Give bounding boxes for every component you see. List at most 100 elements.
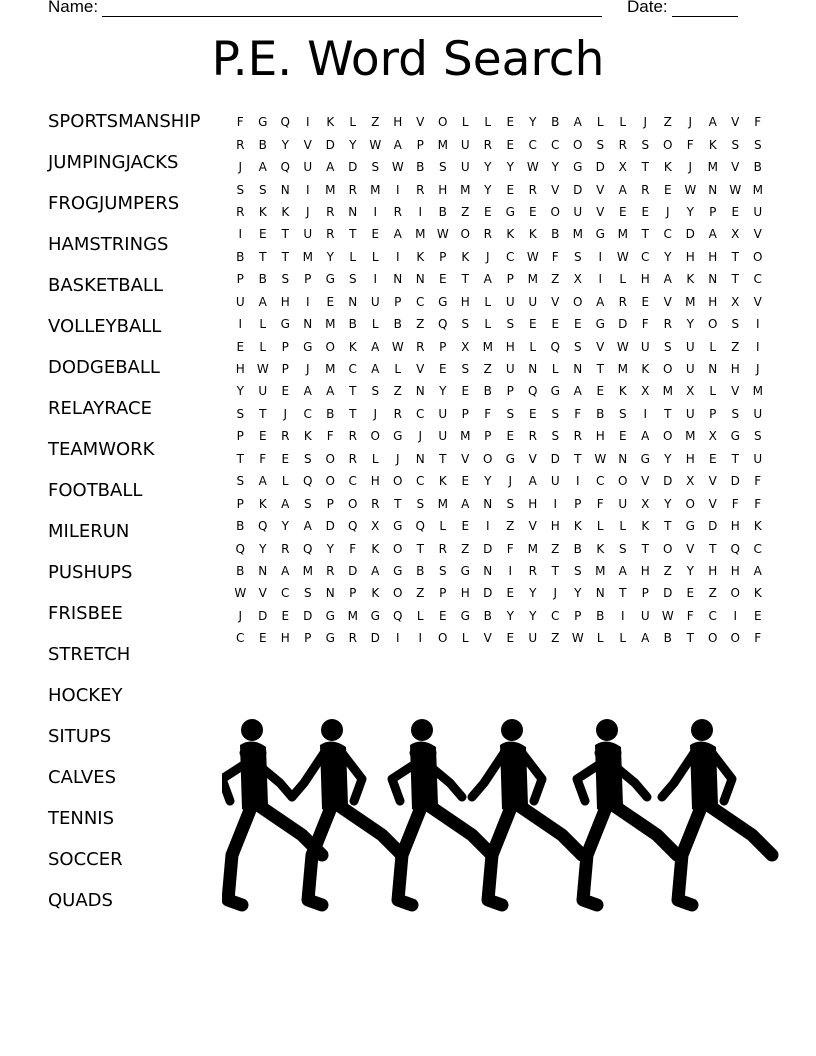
runner-figure [467, 719, 589, 912]
grid-letter: T [461, 272, 469, 287]
grid-letter: A [258, 474, 267, 489]
grid-letter: E [281, 608, 290, 623]
grid-letter: B [393, 317, 402, 332]
name-field[interactable]: Name: [48, 0, 603, 17]
grid-letter: L [259, 317, 267, 332]
grid-letter: J [508, 474, 513, 489]
grid-letter: I [553, 496, 558, 511]
grid-letter: U [370, 294, 380, 309]
grid-letter: R [393, 406, 402, 421]
grid-letter: S [371, 384, 380, 399]
grid-letter: Y [529, 115, 537, 130]
grid-letter: Z [371, 115, 380, 130]
grid-letter: X [731, 227, 740, 242]
grid-letter: Z [708, 586, 717, 601]
grid-letter: R [326, 227, 335, 242]
grid-letter: A [596, 294, 605, 309]
grid-letter: E [258, 631, 267, 646]
grid-letter: E [438, 608, 447, 623]
grid-letter: M [595, 563, 606, 578]
grid-letter: C [708, 608, 717, 623]
grid-letter: S [753, 137, 762, 152]
grid-letter: S [236, 474, 245, 489]
grid-letter: Z [393, 384, 402, 399]
grid-letter: N [573, 362, 583, 377]
grid-letter: Q [415, 519, 425, 534]
grid-letter: M [370, 182, 381, 197]
grid-letter: N [595, 586, 605, 601]
grid-letter: O [483, 451, 493, 466]
runner-figure [387, 719, 499, 912]
grid-letter: Y [686, 563, 694, 578]
grid-letter: L [371, 249, 379, 264]
word-list-item: VOLLEYBALL [48, 316, 162, 337]
word-list-item: SPORTSMANSHIP [48, 111, 201, 132]
grid-letter: O [393, 541, 403, 556]
grid-letter: S [438, 160, 447, 175]
grid-letter: J [238, 608, 243, 623]
grid-letter: P [349, 586, 357, 601]
grid-letter: L [596, 115, 604, 130]
grid-letter: D [370, 631, 380, 646]
grid-letter: F [686, 137, 694, 152]
grid-letter: I [508, 563, 513, 578]
grid-letter: H [550, 519, 560, 534]
grid-letter: H [640, 563, 650, 578]
grid-letter: D [663, 586, 673, 601]
grid-letter: W [571, 631, 584, 646]
grid-letter: U [753, 451, 763, 466]
grid-letter: F [731, 496, 739, 511]
grid-letter: S [303, 451, 312, 466]
grid-letter: V [596, 204, 605, 219]
grid-letter: L [439, 519, 447, 534]
grid-letter: T [416, 541, 424, 556]
grid-letter: K [438, 474, 447, 489]
grid-letter: I [238, 317, 243, 332]
grid-letter: W [391, 339, 404, 354]
grid-letter: J [643, 115, 648, 130]
grid-letter: S [506, 496, 515, 511]
grid-letter: K [663, 160, 672, 175]
grid-letter: M [527, 272, 538, 287]
grid-letter: S [663, 339, 672, 354]
grid-letter: Q [280, 160, 290, 175]
grid-letter: R [236, 137, 245, 152]
grid-letter: U [640, 608, 650, 623]
grid-letter: R [528, 563, 537, 578]
grid-letter: Y [484, 182, 492, 197]
grid-letter: C [753, 272, 762, 287]
grid-letter: G [393, 519, 403, 534]
grid-letter: X [461, 339, 470, 354]
date-field[interactable]: Date: [627, 0, 738, 17]
grid-letter: T [259, 249, 267, 264]
grid-letter: U [753, 406, 763, 421]
grid-letter: D [325, 519, 335, 534]
grid-letter: O [663, 541, 673, 556]
word-list-item: RELAYRACE [48, 398, 152, 419]
grid-letter: R [663, 317, 672, 332]
grid-letter: A [258, 294, 267, 309]
grid-letter: V [686, 541, 695, 556]
grid-letter: A [618, 563, 627, 578]
grid-letter: E [506, 137, 515, 152]
grid-letter: E [281, 451, 290, 466]
grid-letter: B [258, 137, 267, 152]
grid-letter: F [349, 541, 357, 556]
grid-letter: H [730, 519, 740, 534]
grid-letter: M [527, 541, 538, 556]
grid-letter: C [663, 227, 672, 242]
grid-letter: I [395, 249, 400, 264]
grid-letter: W [256, 362, 269, 377]
grid-letter: N [348, 204, 358, 219]
grid-letter: J [665, 204, 670, 219]
grid-letter: P [484, 429, 492, 444]
grid-letter: L [619, 272, 627, 287]
grid-letter: G [595, 227, 605, 242]
grid-letter: C [753, 541, 762, 556]
grid-letter: D [730, 474, 740, 489]
grid-letter: A [281, 563, 290, 578]
grid-letter: M [347, 608, 358, 623]
grid-letter: B [663, 631, 672, 646]
grid-letter: C [416, 406, 425, 421]
